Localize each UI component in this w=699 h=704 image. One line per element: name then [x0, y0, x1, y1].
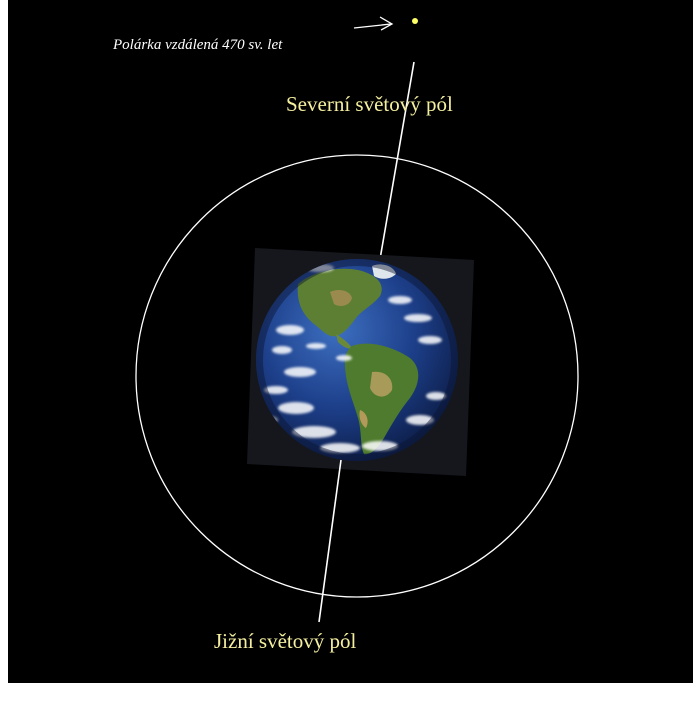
earth-axis-south: [318, 459, 342, 623]
earth-globe: [256, 259, 458, 461]
earth-axis-north: [378, 61, 415, 266]
south-pole-label: Jižní světový pól: [214, 629, 356, 653]
south-america-landmass: [344, 343, 419, 455]
celestial-sphere-circle: [135, 154, 579, 598]
central-america-landmass: [336, 334, 352, 349]
north-pole-label: Severní světový pól: [286, 92, 453, 116]
polaris-label: Polárka vzdálená 470 sv. let: [112, 37, 283, 53]
arrow-right-icon: [353, 16, 394, 31]
polaris-star-icon: [412, 18, 418, 24]
